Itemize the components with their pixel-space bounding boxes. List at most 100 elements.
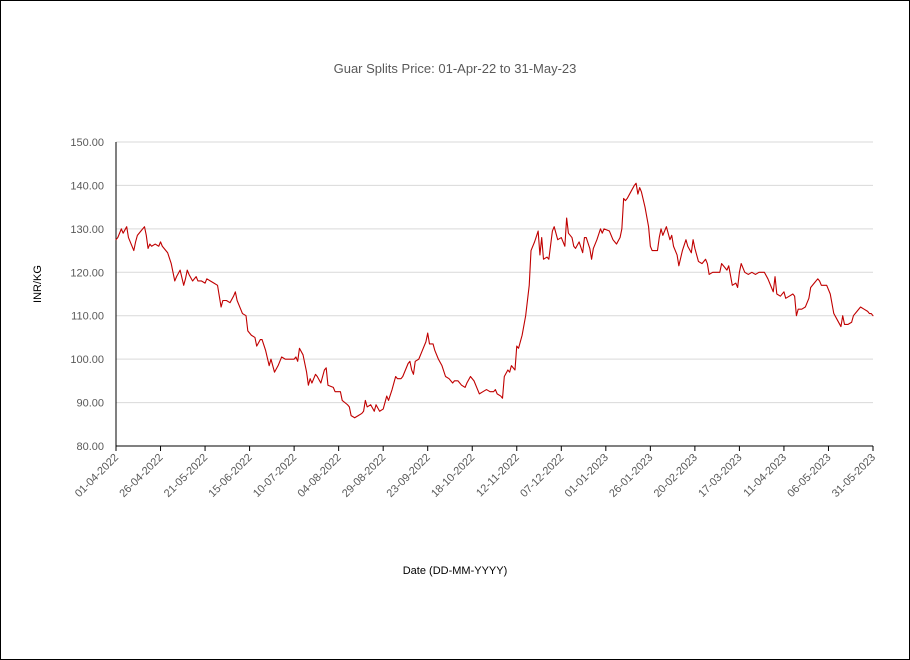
data-point [844, 324, 846, 326]
data-point [201, 280, 203, 282]
data-point [170, 263, 172, 265]
data-point [256, 345, 258, 347]
data-point [851, 321, 853, 323]
data-point [837, 319, 839, 321]
data-point [609, 230, 611, 232]
data-point [434, 350, 436, 352]
data-point [776, 293, 778, 295]
data-point [774, 276, 776, 278]
y-tick-label: 120.00 [70, 267, 104, 279]
data-point [151, 245, 153, 247]
data-point [365, 400, 367, 402]
data-point [461, 384, 463, 386]
data-point [192, 280, 194, 282]
data-point [860, 306, 862, 308]
data-point [188, 274, 190, 276]
data-point [324, 369, 326, 371]
y-tick-label: 90.00 [76, 398, 104, 410]
series-layer [115, 182, 874, 419]
data-point [427, 332, 429, 334]
axes [115, 142, 873, 447]
data-point [853, 315, 855, 317]
data-point [122, 232, 124, 234]
data-point [504, 376, 506, 378]
x-tick-label: 07-12-2022 [518, 452, 566, 500]
data-point [708, 274, 710, 276]
data-point [176, 276, 178, 278]
data-point [637, 193, 639, 195]
data-point [333, 387, 335, 389]
data-point [731, 285, 733, 287]
data-point [179, 269, 181, 271]
data-point [195, 276, 197, 278]
data-point [411, 369, 413, 371]
data-point [635, 182, 637, 184]
x-tick-label: 26-01-2023 [607, 452, 655, 500]
data-point [496, 393, 498, 395]
data-point [801, 308, 803, 310]
data-point [395, 376, 397, 378]
data-point [715, 271, 717, 273]
data-point [564, 245, 566, 247]
data-point [813, 282, 815, 284]
x-tick-label: 31-05-2023 [830, 452, 878, 500]
y-tick-label: 130.00 [70, 224, 104, 236]
data-point [167, 252, 169, 254]
x-tick-label: 12-11-2022 [474, 452, 522, 500]
data-point [794, 295, 796, 297]
data-point [509, 371, 511, 373]
data-point [601, 232, 603, 234]
data-point [744, 271, 746, 273]
x-tick-label: 01-04-2022 [73, 452, 121, 500]
data-point [566, 217, 568, 219]
data-point [548, 258, 550, 260]
x-tick-label: 23-09-2022 [385, 452, 433, 500]
data-point [388, 400, 390, 402]
data-point [614, 241, 616, 243]
data-point [502, 397, 504, 399]
data-point [748, 274, 750, 276]
data-point [771, 287, 773, 289]
data-point [808, 298, 810, 300]
data-point [457, 380, 459, 382]
data-point [847, 324, 849, 326]
data-point [833, 313, 835, 315]
data-point [350, 415, 352, 417]
data-point [619, 237, 621, 239]
data-point [553, 226, 555, 228]
x-tick-label: 21-05-2022 [162, 452, 210, 500]
data-point [325, 367, 327, 369]
data-point [691, 252, 693, 254]
data-point [334, 391, 336, 393]
data-point [137, 235, 139, 237]
data-point [341, 400, 343, 402]
data-point [121, 228, 123, 230]
data-point [582, 252, 584, 254]
data-point [320, 382, 322, 384]
data-point [797, 308, 799, 310]
data-point [425, 341, 427, 343]
data-point [785, 298, 787, 300]
data-point [805, 306, 807, 308]
data-point [596, 239, 598, 241]
data-point [764, 271, 766, 273]
data-point [707, 263, 709, 265]
data-point [217, 285, 219, 287]
data-point [600, 228, 602, 230]
data-point [117, 237, 119, 239]
data-point [306, 371, 308, 373]
data-point [546, 256, 548, 258]
data-point [669, 239, 671, 241]
data-point [397, 378, 399, 380]
data-point [585, 237, 587, 239]
data-point [422, 350, 424, 352]
data-point [543, 258, 545, 260]
data-point [829, 293, 831, 295]
data-point [630, 191, 632, 193]
data-point [477, 389, 479, 391]
data-point [534, 241, 536, 243]
data-point [183, 285, 185, 287]
data-point [115, 239, 117, 241]
data-point [204, 282, 206, 284]
data-point [528, 285, 530, 287]
